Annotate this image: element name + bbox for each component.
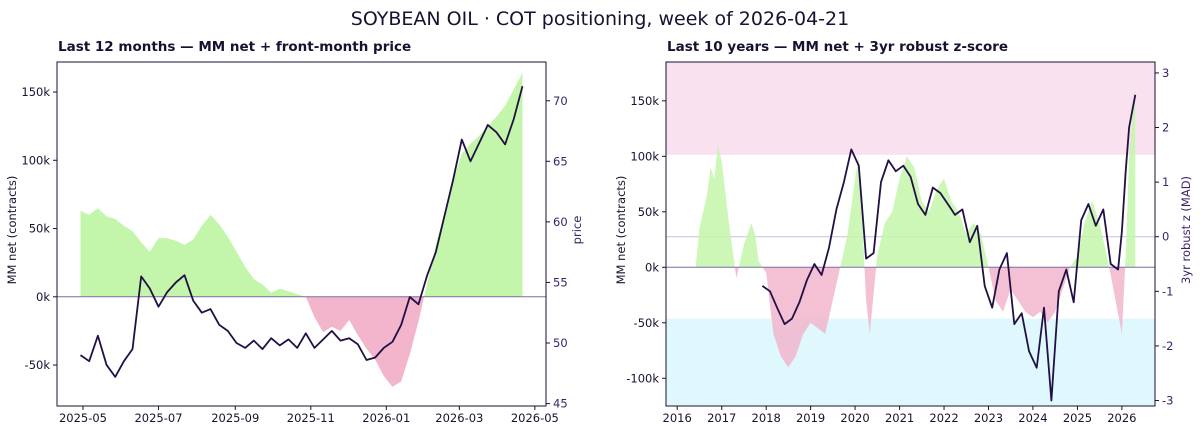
panel-left-title: Last 12 months — MM net + front-month pr… xyxy=(58,39,411,55)
r-area-positive xyxy=(695,85,1136,268)
x-tick-label: 2026-05 xyxy=(511,411,559,425)
y-tick-label: 150k xyxy=(630,94,659,108)
y2-tick-label: 65 xyxy=(553,154,568,168)
y-tick-label: 100k xyxy=(630,149,659,163)
x-tick-label: 2023 xyxy=(974,411,1003,425)
y2-tick-label: 70 xyxy=(553,94,568,108)
y-tick-label: 100k xyxy=(21,153,50,167)
y2-tick-label: -3 xyxy=(1162,394,1173,408)
panel-right-ylabel: MM net (contracts) xyxy=(614,176,628,285)
panel-left-price-line xyxy=(79,85,524,378)
panel-right-axes: 2016 2017 2018 2019 2020 2021 2022 2023 2024 2025… xyxy=(626,61,1173,425)
l-series-line xyxy=(79,85,524,378)
panel-last-10-years: Last 10 years — MM net + 3yr robust z-sc… xyxy=(614,39,1193,425)
y2-tick-label: 2 xyxy=(1162,121,1169,135)
y2-tick-label: 55 xyxy=(553,275,568,289)
r-frame xyxy=(665,61,1156,407)
y-tick-label: 150k xyxy=(21,85,50,99)
r-band-1 xyxy=(666,318,1155,406)
y-tick-label: 0k xyxy=(645,260,659,274)
x-tick-label: 2017 xyxy=(707,411,736,425)
y2-tick-label: 45 xyxy=(553,397,568,411)
x-tick-label: 2025-11 xyxy=(287,411,335,425)
x-tick-label: 2025-09 xyxy=(211,411,259,425)
panel-left-area xyxy=(80,72,523,387)
r-area-negative xyxy=(695,267,1136,368)
y-tick-label: 50k xyxy=(29,222,51,236)
y2-tick-label: 0 xyxy=(1162,230,1169,244)
x-tick-label: 2026-03 xyxy=(435,411,483,425)
x-tick-label: 2026 xyxy=(1107,411,1136,425)
y-tick-label: 0k xyxy=(36,290,50,304)
y2-tick-label: 50 xyxy=(553,336,568,350)
panel-right-y2label: 3yr robust z (MAD) xyxy=(1179,176,1193,284)
x-tick-label: 2025-07 xyxy=(134,411,182,425)
panel-left-y2label: price xyxy=(570,216,584,245)
y2-tick-label: 1 xyxy=(1162,175,1169,189)
l-frame xyxy=(56,61,547,407)
y2-tick-label: -2 xyxy=(1162,339,1173,353)
x-tick-label: 2020 xyxy=(840,411,869,425)
panel-right-title: Last 10 years — MM net + 3yr robust z-sc… xyxy=(667,39,1008,55)
x-tick-label: 2019 xyxy=(796,411,825,425)
y2-tick-label: -1 xyxy=(1162,284,1173,298)
y-tick-label: -50k xyxy=(25,358,51,372)
r-series-line xyxy=(761,94,1137,402)
panel-last-12-months: Last 12 months — MM net + front-month pr… xyxy=(5,39,584,425)
y-tick-label: 50k xyxy=(638,205,660,219)
x-tick-label: 2025 xyxy=(1063,411,1092,425)
x-tick-label: 2025-05 xyxy=(59,411,107,425)
x-tick-label: 2022 xyxy=(929,411,958,425)
y2-tick-label: 60 xyxy=(553,215,568,229)
y-tick-label: -50k xyxy=(634,316,660,330)
x-tick-label: 2021 xyxy=(885,411,914,425)
y-tick-label: -100k xyxy=(626,371,659,385)
l-area-positive xyxy=(80,72,523,297)
x-tick-label: 2016 xyxy=(663,411,692,425)
panel-left-axes: 2025-05 2025-07 2025-09 2025-11 2026-01 2026-… xyxy=(21,61,568,425)
panel-right-zscore-line xyxy=(761,94,1137,402)
y2-tick-label: 3 xyxy=(1162,66,1169,80)
x-tick-label: 2024 xyxy=(1018,411,1047,425)
r-band-0 xyxy=(666,62,1155,155)
l-area-negative xyxy=(80,296,523,387)
panel-left-ylabel: MM net (contracts) xyxy=(5,176,19,285)
panel-right-area xyxy=(695,85,1136,368)
x-tick-label: 2026-01 xyxy=(362,411,410,425)
figure-title: SOYBEAN OIL · COT positioning, week of 2… xyxy=(350,8,850,30)
x-tick-label: 2018 xyxy=(752,411,781,425)
